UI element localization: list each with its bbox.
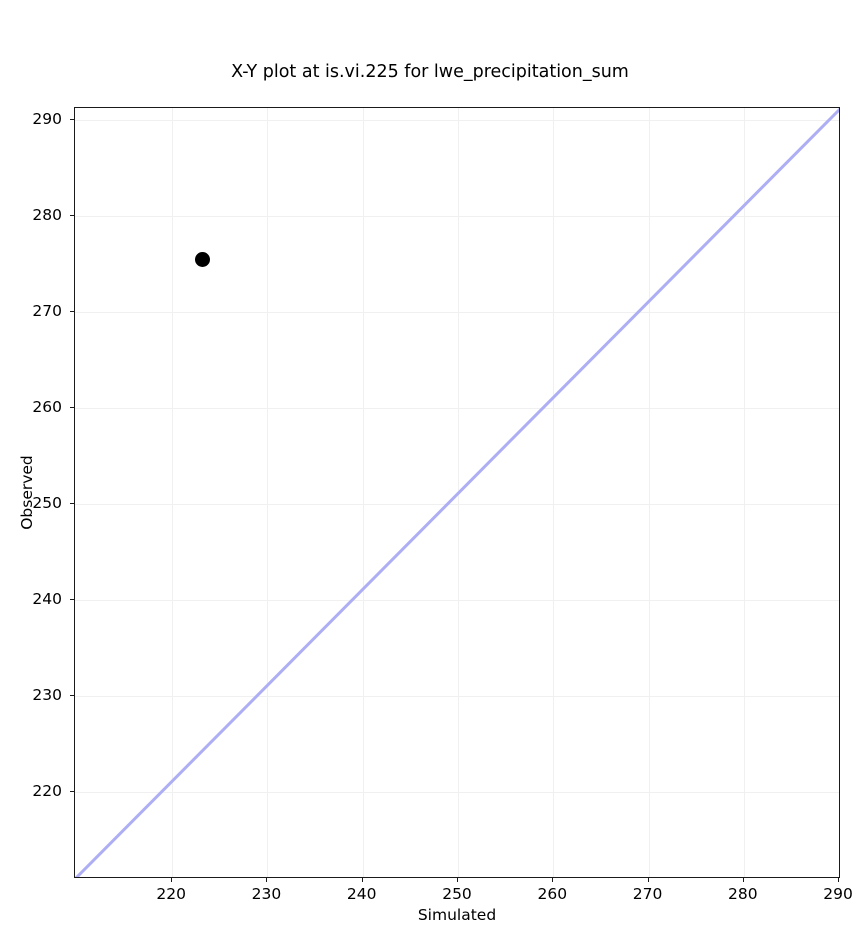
y-tick-mark: [70, 118, 74, 120]
x-tick-label: 260: [537, 885, 568, 903]
x-tick-mark: [647, 878, 649, 882]
x-tick-label: 270: [632, 885, 663, 903]
gridline-horizontal: [75, 599, 839, 601]
x-tick-mark: [838, 878, 840, 882]
gridline-vertical: [267, 108, 269, 877]
gridline-horizontal: [75, 215, 839, 217]
gridline-vertical: [553, 108, 555, 877]
x-tick-mark: [171, 878, 173, 882]
y-tick-mark: [70, 694, 74, 696]
y-axis-label: Observed: [18, 455, 36, 530]
gridline-horizontal: [75, 407, 839, 409]
x-tick-mark: [266, 878, 268, 882]
gridline-vertical: [743, 108, 745, 877]
y-tick-label: 280: [32, 205, 62, 224]
identity-line: [75, 108, 839, 877]
y-tick-label: 230: [32, 685, 62, 704]
y-tick-label: 220: [32, 781, 62, 800]
gridline-horizontal: [75, 119, 839, 121]
y-tick-label: 270: [32, 301, 62, 320]
gridline-horizontal: [75, 503, 839, 505]
y-tick-mark: [70, 310, 74, 312]
plot-area: [74, 107, 840, 878]
y-tick-mark: [70, 790, 74, 792]
x-tick-label: 220: [156, 885, 186, 903]
y-tick-label: 260: [32, 397, 62, 416]
gridline-horizontal: [75, 695, 839, 697]
chart-title-line-1: X-Y plot at is.vi.225 for lwe_precipitat…: [231, 62, 629, 82]
y-tick-mark: [70, 214, 74, 216]
y-tick-label: 290: [32, 109, 62, 128]
gridline-vertical: [648, 108, 650, 877]
gridline-vertical: [839, 108, 840, 877]
gridline-vertical: [362, 108, 364, 877]
gridline-horizontal: [75, 791, 839, 793]
x-tick-mark: [361, 878, 363, 882]
x-tick-label: 280: [728, 885, 758, 903]
scatter-data-point: [195, 252, 211, 268]
identity-line-path: [75, 108, 839, 877]
x-tick-label: 290: [823, 885, 853, 903]
x-tick-mark: [742, 878, 744, 882]
gridline-horizontal: [75, 311, 839, 313]
y-tick-label: 240: [32, 589, 62, 608]
y-tick-mark: [70, 598, 74, 600]
x-tick-label: 250: [442, 885, 472, 903]
x-tick-mark: [552, 878, 554, 882]
x-tick-label: 230: [251, 885, 282, 903]
x-tick-mark: [457, 878, 458, 882]
y-tick-label: 250: [32, 493, 62, 512]
x-tick-label: 240: [346, 885, 377, 903]
x-axis-label: Simulated: [417, 906, 497, 924]
y-tick-mark: [70, 406, 74, 408]
gridline-vertical: [172, 108, 174, 877]
y-tick-mark: [70, 502, 74, 504]
